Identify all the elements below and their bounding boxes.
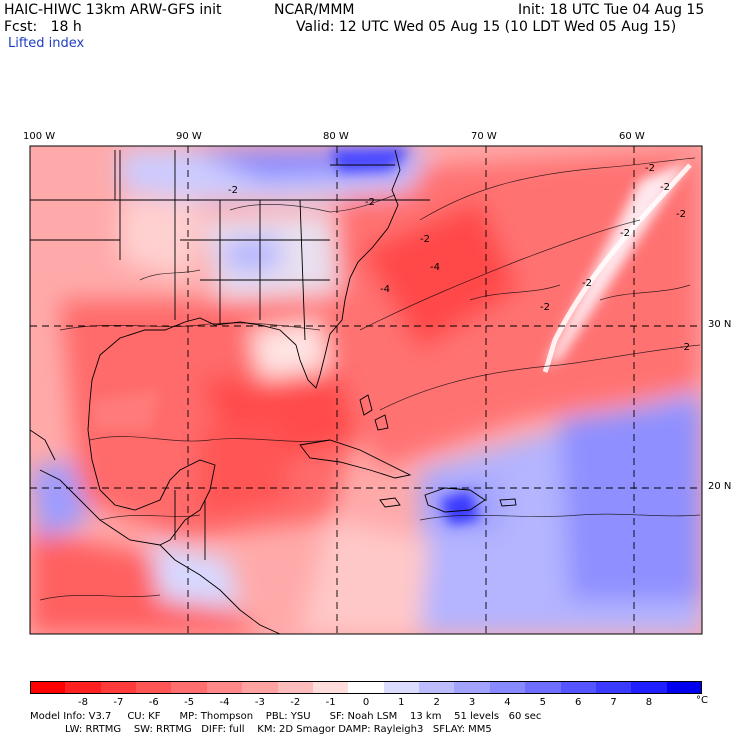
colorbar-cell [277,681,314,694]
contour-label: -2 [645,163,655,174]
colorbar-cell [489,681,526,694]
colorbar-unit: °C [696,695,708,706]
colorbar-label: -4 [219,697,230,708]
colorbar-label: -3 [254,697,265,708]
colorbar-cell [666,681,703,694]
colorbar-cell [525,681,562,694]
colorbar-cell [348,681,385,694]
colorbar-label: 7 [610,697,617,708]
contour-label: -4 [380,284,390,295]
lon-label-60w: 60 W [619,131,645,142]
colorbar-cell [560,681,597,694]
valid-time: Valid: 12 UTC Wed 05 Aug 15 (10 LDT Wed … [296,19,677,35]
lon-label-90w: 90 W [176,131,202,142]
forecast-hour: Fcst: 18 h [4,19,82,35]
contour-label: -2 [420,234,430,245]
init-time: Init: 18 UTC Tue 04 Aug 15 [518,2,705,18]
organization: NCAR/MMM [274,2,355,18]
colorbar-cell [631,681,668,694]
lon-label-80w: 80 W [323,131,349,142]
contour-label: -2 [676,209,686,220]
colorbar-cell [595,681,632,694]
field-name: Lifted index [8,36,85,51]
contour-label: -2 [228,185,238,196]
model-info-line2: LW: RRTMG SW: RRTMG DIFF: full KM: 2D Sm… [30,724,492,735]
colorbar-label: 0 [362,697,370,708]
colorbar-label: 5 [539,697,547,708]
lat-label-30n: 30 N [708,319,732,330]
model-info-line1: Model Info: V3.7 CU: KF MP: Thompson PBL… [30,711,542,722]
colorbar-label: 1 [398,697,405,708]
colorbar-cell [171,681,208,694]
colorbar-label: 8 [645,697,653,708]
colorbar-cell [65,681,102,694]
lat-label-20n: 20 N [708,481,732,492]
colorbar-cell [100,681,137,694]
contour-label: -2 [540,302,550,313]
lon-label-70w: 70 W [471,131,497,142]
colorbar-label: -5 [184,697,195,708]
colorbar-cell [383,681,420,694]
colorbar-label: -1 [325,697,336,708]
colorbar-cell [242,681,279,694]
colorbar-label: 3 [468,697,476,708]
colorbar-label: -7 [113,697,124,708]
colorbar-cell [419,681,455,694]
contour-label: -4 [430,262,440,273]
colorbar-label: 6 [575,697,582,708]
lifted-index-field: -2 -2 -2 -2 -2 -2 -2 -2 -4 -4 -2 -2 [30,146,702,634]
model-title: HAIC-HIWC 13km ARW-GFS init [4,2,222,18]
colorbar-cell [312,681,349,694]
contour-label: -2 [680,342,690,353]
colorbar-cell [454,681,491,694]
colorbar-label: 4 [504,697,511,708]
lon-label-100w: 100 W [23,131,56,142]
colorbar-cell [30,681,66,694]
contour-label: -2 [620,228,630,239]
contour-label: -2 [660,182,670,193]
colorbar-label: -8 [78,697,89,708]
colorbar-label: 2 [433,697,440,708]
colorbar-cell [136,681,172,694]
colorbar-label: -6 [148,697,159,708]
colorbar-cell [206,681,243,694]
colorbar-border [30,681,702,694]
contour-label: -2 [582,278,592,289]
colorbar-label: -2 [290,697,301,708]
contour-label: -2 [365,197,375,208]
